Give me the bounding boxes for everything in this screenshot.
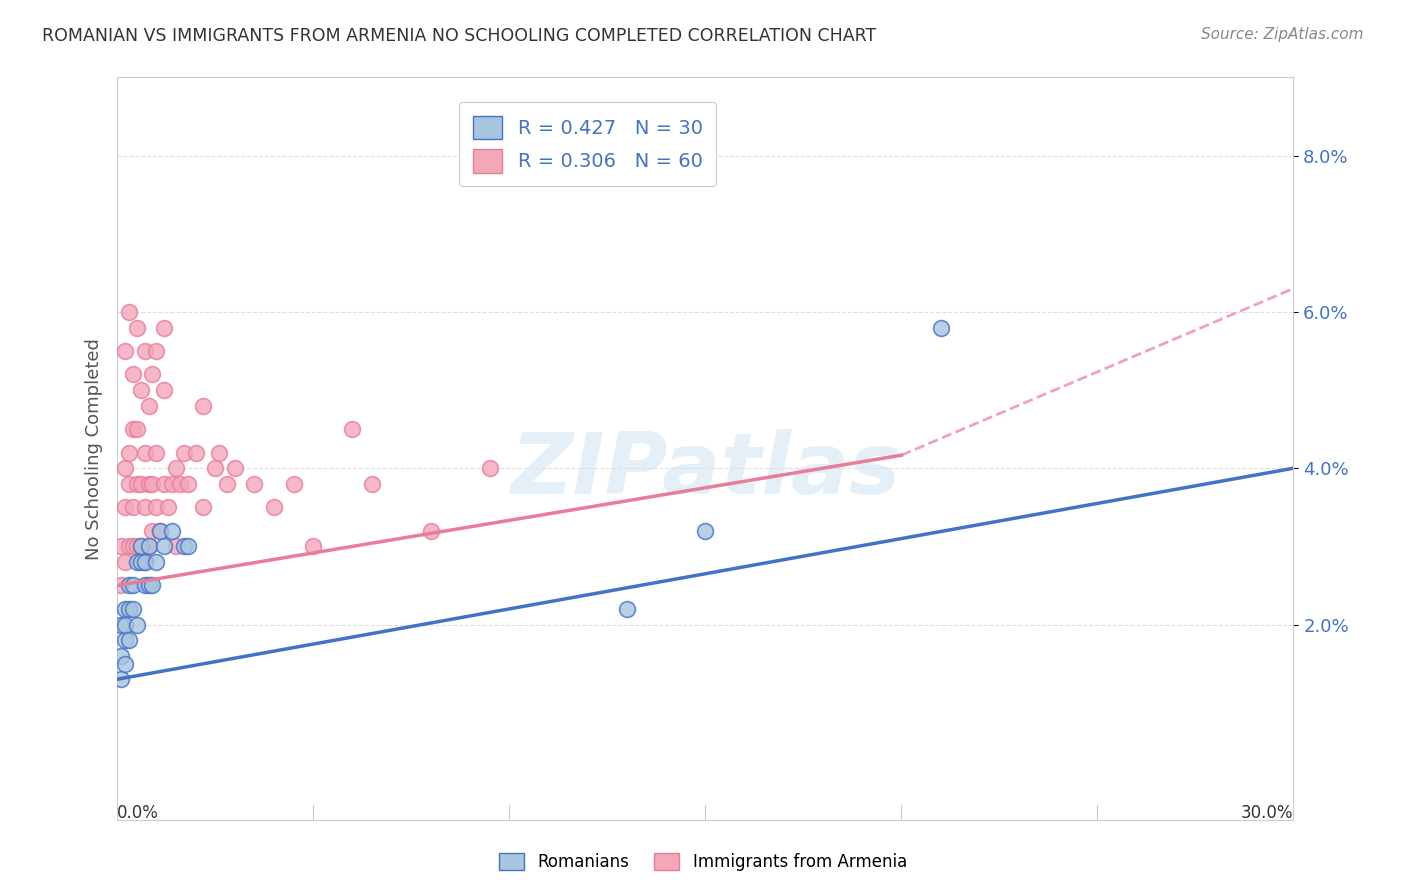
Point <box>153 383 176 397</box>
Point <box>118 602 141 616</box>
Point <box>208 445 231 459</box>
Point <box>134 445 156 459</box>
Point <box>122 500 145 515</box>
Point <box>110 617 132 632</box>
Point <box>125 555 148 569</box>
Point <box>125 320 148 334</box>
Point <box>177 476 200 491</box>
Point <box>110 578 132 592</box>
Point <box>129 540 152 554</box>
Point <box>118 445 141 459</box>
Point <box>616 602 638 616</box>
Point <box>110 648 132 663</box>
Point <box>145 445 167 459</box>
Point <box>138 399 160 413</box>
Point <box>153 476 176 491</box>
Point <box>134 555 156 569</box>
Point <box>419 524 441 538</box>
Point <box>125 617 148 632</box>
Point <box>114 602 136 616</box>
Point <box>173 445 195 459</box>
Text: Source: ZipAtlas.com: Source: ZipAtlas.com <box>1201 27 1364 42</box>
Point <box>342 422 364 436</box>
Point <box>141 578 163 592</box>
Point <box>173 540 195 554</box>
Point <box>165 461 187 475</box>
Point <box>145 343 167 358</box>
Point <box>110 672 132 686</box>
Point <box>193 399 215 413</box>
Point <box>125 422 148 436</box>
Legend: Romanians, Immigrants from Armenia: Romanians, Immigrants from Armenia <box>491 845 915 880</box>
Point <box>118 578 141 592</box>
Point <box>243 476 266 491</box>
Legend: R = 0.427   N = 30, R = 0.306   N = 60: R = 0.427 N = 30, R = 0.306 N = 60 <box>460 102 716 186</box>
Text: 30.0%: 30.0% <box>1241 805 1294 822</box>
Point <box>160 476 183 491</box>
Point <box>204 461 226 475</box>
Point <box>118 540 141 554</box>
Point <box>118 476 141 491</box>
Point <box>149 524 172 538</box>
Point <box>134 578 156 592</box>
Point <box>138 578 160 592</box>
Point <box>193 500 215 515</box>
Point <box>129 476 152 491</box>
Point <box>224 461 246 475</box>
Point <box>138 476 160 491</box>
Point <box>165 540 187 554</box>
Point <box>118 633 141 648</box>
Point <box>141 476 163 491</box>
Point <box>129 555 152 569</box>
Point <box>149 524 172 538</box>
Point <box>361 476 384 491</box>
Point <box>110 540 132 554</box>
Point <box>138 540 160 554</box>
Point <box>141 524 163 538</box>
Point <box>141 368 163 382</box>
Point <box>129 540 152 554</box>
Point <box>263 500 285 515</box>
Point <box>169 476 191 491</box>
Point <box>114 633 136 648</box>
Text: ZIPatlas: ZIPatlas <box>510 429 900 513</box>
Point <box>145 500 167 515</box>
Point <box>114 617 136 632</box>
Text: ROMANIAN VS IMMIGRANTS FROM ARMENIA NO SCHOOLING COMPLETED CORRELATION CHART: ROMANIAN VS IMMIGRANTS FROM ARMENIA NO S… <box>42 27 876 45</box>
Point <box>114 461 136 475</box>
Point <box>134 500 156 515</box>
Point <box>125 476 148 491</box>
Point <box>114 657 136 671</box>
Point <box>122 602 145 616</box>
Point <box>929 320 952 334</box>
Text: 0.0%: 0.0% <box>117 805 159 822</box>
Point <box>114 555 136 569</box>
Point <box>122 368 145 382</box>
Point <box>695 524 717 538</box>
Point <box>118 305 141 319</box>
Point <box>153 540 176 554</box>
Point <box>122 578 145 592</box>
Point <box>177 540 200 554</box>
Point <box>122 540 145 554</box>
Point <box>114 500 136 515</box>
Y-axis label: No Schooling Completed: No Schooling Completed <box>86 338 103 559</box>
Point <box>134 343 156 358</box>
Point <box>129 383 152 397</box>
Point <box>157 500 180 515</box>
Point <box>153 320 176 334</box>
Point <box>145 555 167 569</box>
Point <box>160 524 183 538</box>
Point <box>283 476 305 491</box>
Point <box>134 555 156 569</box>
Point <box>184 445 207 459</box>
Point <box>138 540 160 554</box>
Point <box>478 461 501 475</box>
Point <box>122 422 145 436</box>
Point <box>114 343 136 358</box>
Point <box>125 540 148 554</box>
Point <box>302 540 325 554</box>
Point <box>215 476 238 491</box>
